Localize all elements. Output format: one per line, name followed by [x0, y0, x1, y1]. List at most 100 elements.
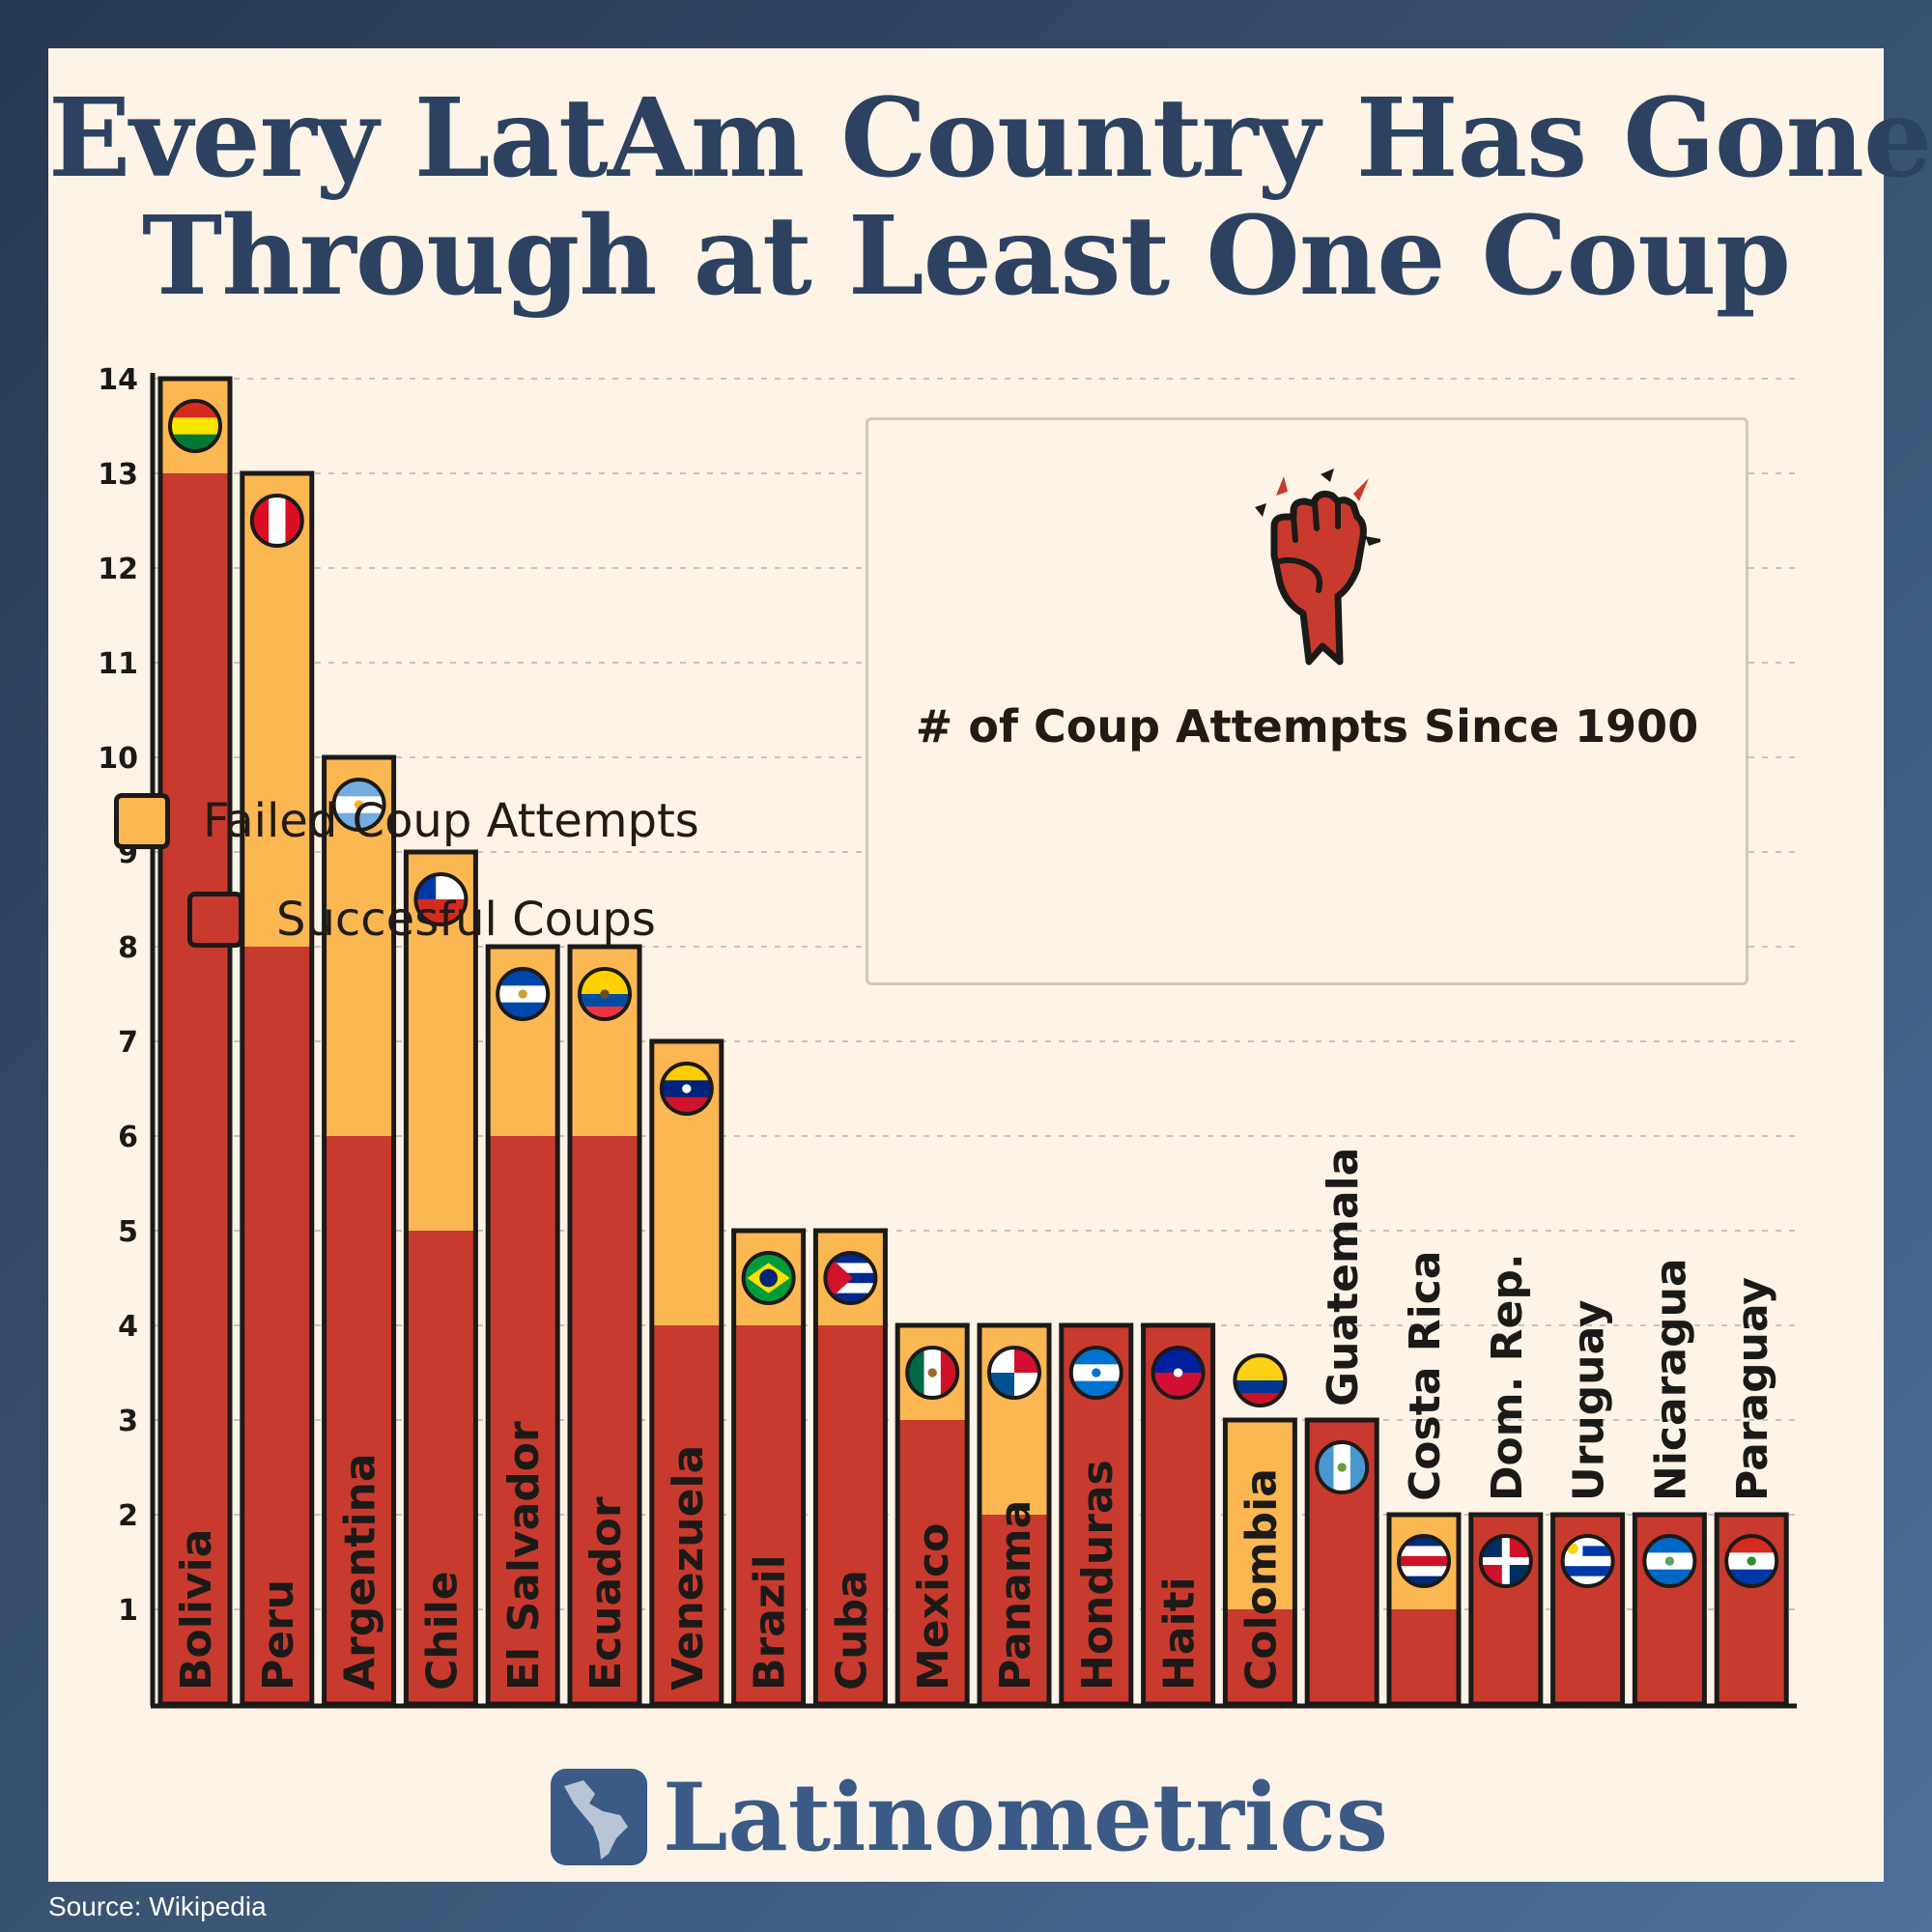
category-label: Guatemala — [1319, 1148, 1368, 1406]
legend-swatch-failed — [114, 793, 170, 849]
bar-group: Ecuador — [567, 944, 642, 1707]
bar-outline — [731, 1228, 807, 1707]
bar-outline — [567, 944, 642, 1707]
bar-outline — [1714, 1512, 1789, 1707]
y-tick-label: 12 — [98, 553, 138, 586]
country-flag-icon — [413, 872, 469, 926]
category-label: Peru — [254, 1579, 303, 1690]
bar-successful — [1225, 1609, 1295, 1704]
bars: Bolivia Peru Argentina Chile El Salvador Ecua… — [157, 376, 1789, 1707]
country-flag-icon — [1560, 1534, 1615, 1588]
bar-group: El Salvador — [485, 944, 560, 1707]
bar-successful — [815, 1325, 886, 1704]
country-flag-icon — [823, 1251, 878, 1305]
chart-title-line-1: Every LatAm Country Has Gone — [48, 75, 1932, 202]
bar-outline — [649, 1038, 724, 1707]
country-flag-icon — [1068, 1346, 1123, 1400]
country-flag-icon — [987, 1346, 1041, 1400]
category-label: Mexico — [909, 1523, 958, 1690]
category-label: Cuba — [827, 1570, 876, 1690]
country-flag-icon — [741, 1251, 796, 1305]
bar-outline — [1632, 1512, 1707, 1707]
bar-outline — [1550, 1512, 1626, 1707]
bar-successful — [980, 1515, 1049, 1704]
legend-label-successful: Succesful Coups — [276, 893, 656, 947]
bar-group: Bolivia — [157, 376, 233, 1707]
bar-successful — [1389, 1609, 1459, 1704]
bar-group: Cuba — [812, 1228, 888, 1707]
category-label: Honduras — [1073, 1460, 1122, 1690]
country-flag-icon — [1315, 1440, 1370, 1494]
bar-outline — [977, 1322, 1052, 1707]
latin-america-map-icon — [551, 1769, 647, 1865]
bar-successful — [160, 473, 230, 1704]
y-tick-label: 4 — [118, 1310, 138, 1344]
bar-successful — [406, 1231, 476, 1704]
y-tick-label: 13 — [98, 458, 138, 492]
bar-outline — [1059, 1322, 1134, 1707]
country-flag-icon — [168, 399, 222, 453]
bar-group: Argentina — [322, 754, 397, 1707]
y-tick-label: 11 — [98, 647, 138, 681]
category-label: Nicaragua — [1646, 1258, 1695, 1501]
y-tick-label: 3 — [118, 1405, 138, 1438]
legend-box: # of Coup Attempts Since 1900 — [866, 417, 1748, 985]
bar-outline — [1468, 1512, 1544, 1707]
category-label: Venezuela — [664, 1445, 713, 1690]
bar-outline — [485, 944, 560, 1707]
bar-group: Peru — [240, 470, 315, 1707]
bar-outline — [157, 376, 233, 1707]
bar-outline — [1141, 1322, 1216, 1707]
y-tick-label: 6 — [118, 1121, 138, 1154]
bar-outline — [812, 1228, 888, 1707]
y-tick-label: 8 — [118, 931, 138, 965]
bar-group: Chile — [403, 849, 478, 1707]
category-label: Argentina — [336, 1453, 385, 1690]
bar-successful — [324, 1136, 394, 1704]
bar-successful — [733, 1325, 804, 1704]
bar-outline — [322, 754, 397, 1707]
category-label: Ecuador — [582, 1496, 631, 1690]
bar-outline — [240, 470, 315, 1707]
brand-name: Latinometrics — [663, 1762, 1388, 1872]
bar-successful — [897, 1420, 968, 1704]
country-flag-icon — [1151, 1346, 1206, 1400]
country-flag-icon — [905, 1346, 960, 1400]
y-tick-label: 14 — [98, 363, 138, 397]
category-label: El Salvador — [499, 1421, 549, 1690]
category-label: Costa Rica — [1401, 1251, 1450, 1502]
category-label: Haiti — [1155, 1577, 1205, 1690]
chart-title-line-2: Through at Least One Coup — [141, 193, 1791, 320]
raised-fist-icon — [1255, 469, 1380, 666]
bar-successful — [570, 1136, 639, 1704]
y-tick-label: 1 — [118, 1594, 138, 1628]
country-flag-icon — [249, 494, 304, 548]
y-tick-label: 10 — [98, 742, 138, 776]
bar-group: Dom. Rep. — [1468, 1253, 1544, 1707]
country-flag-icon — [659, 1062, 714, 1116]
bar-outline — [1304, 1417, 1379, 1707]
country-flag-icon — [1397, 1534, 1451, 1588]
category-label: Chile — [417, 1571, 467, 1690]
bar-group: Brazil — [731, 1228, 807, 1707]
category-label: Brazil — [746, 1554, 795, 1690]
legend-label-failed: Failed Coup Attempts — [203, 794, 699, 848]
category-label: Uruguay — [1565, 1299, 1614, 1501]
y-tick-label: 2 — [118, 1499, 138, 1533]
category-label: Paraguay — [1728, 1277, 1777, 1501]
legend-swatch-successful — [187, 892, 243, 948]
source-note: Source: Wikipedia — [48, 1891, 267, 1921]
country-flag-icon — [1642, 1534, 1697, 1588]
country-flag-icon — [496, 967, 551, 1021]
category-label: Panama — [991, 1500, 1040, 1690]
bar-group: Uruguay — [1550, 1299, 1626, 1707]
bar-outline — [895, 1322, 970, 1707]
country-flag-icon — [1724, 1534, 1779, 1588]
bar-group: Colombia — [1222, 1417, 1297, 1707]
bar-group: Costa Rica — [1386, 1251, 1462, 1707]
country-flag-icon — [578, 967, 632, 1021]
category-label: Colombia — [1236, 1468, 1286, 1690]
category-label: Dom. Rep. — [1483, 1253, 1532, 1501]
category-label: Bolivia — [172, 1529, 221, 1690]
